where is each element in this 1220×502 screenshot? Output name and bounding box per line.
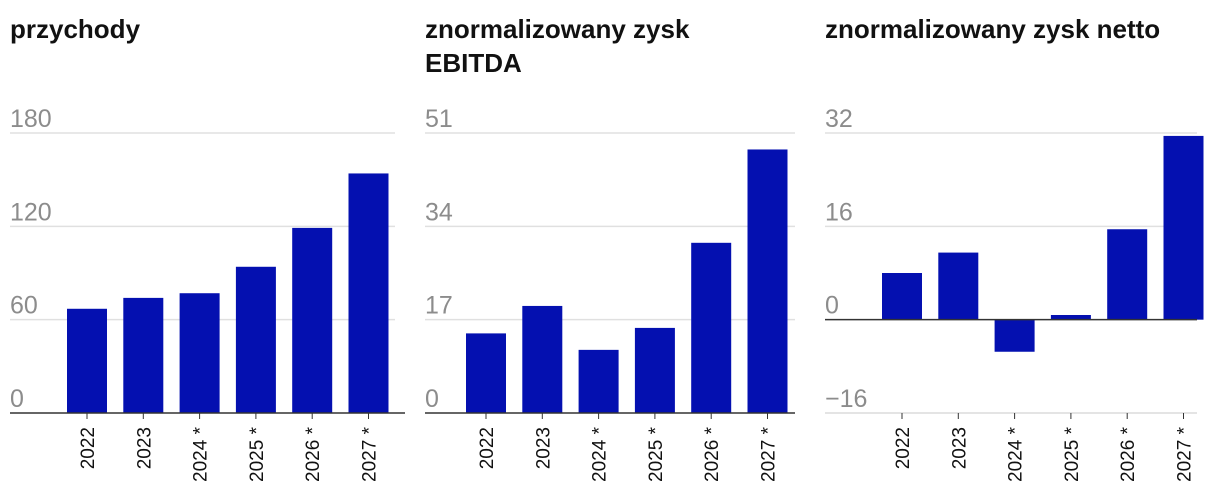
chart-title: przychody xyxy=(10,14,141,44)
x-tick-label: 2027 * xyxy=(360,426,381,482)
x-tick-label: 2023 xyxy=(949,427,970,469)
y-tick-label: −16 xyxy=(825,385,867,413)
bar xyxy=(67,308,107,413)
x-tick-label: 2023 xyxy=(134,427,155,469)
x-tick-label: 2022 xyxy=(78,427,99,469)
y-tick-label: 17 xyxy=(425,292,453,320)
x-tick-label: 2023 xyxy=(533,427,554,469)
chart-panel-net-profit: znormalizowany zysk netto −16 0 16 32 2022 20… xyxy=(825,0,1205,502)
x-tick-label: 2026 * xyxy=(303,426,324,482)
chart-panel-revenue: przychody 0 60 120 180 2022 2023 2024 * 2025 * 2… xyxy=(10,0,405,502)
x-tick-label: 2026 * xyxy=(1118,426,1139,482)
x-tick-label: 2022 xyxy=(893,427,914,469)
x-tick-label: 2024 * xyxy=(1006,426,1027,482)
bar xyxy=(1050,315,1091,320)
y-tick-label: 60 xyxy=(10,292,38,320)
bar xyxy=(179,293,220,413)
y-tick-label: 16 xyxy=(825,198,853,226)
x-tick-label: 2022 xyxy=(477,427,498,469)
bar xyxy=(292,227,333,413)
x-tick-label: 2027 * xyxy=(759,426,780,482)
bar xyxy=(634,327,675,413)
bar xyxy=(882,273,922,320)
y-tick-label: 34 xyxy=(425,198,453,226)
bar xyxy=(235,266,276,413)
y-tick-label: 0 xyxy=(825,292,839,320)
bar xyxy=(578,349,619,413)
bar xyxy=(938,252,979,320)
x-tick-label: 2024 * xyxy=(590,426,611,482)
y-tick-label: 120 xyxy=(10,198,52,226)
bar xyxy=(1107,229,1148,320)
x-tick-label: 2025 * xyxy=(1062,426,1083,482)
bar xyxy=(466,333,506,413)
bar xyxy=(123,297,164,413)
y-tick-label: 0 xyxy=(425,385,439,413)
bar xyxy=(691,242,732,413)
chart-title: znormalizowany zysk EBITDA xyxy=(425,14,690,78)
x-tick-label: 2027 * xyxy=(1175,426,1196,482)
x-tick-label: 2025 * xyxy=(646,426,667,482)
y-tick-label: 0 xyxy=(10,385,24,413)
x-tick-label: 2024 * xyxy=(191,426,212,482)
bar xyxy=(522,305,563,413)
bar xyxy=(1163,135,1204,320)
chart-svg: −16 0 16 32 2022 2023 2024 * 2025 * 2026 * 2027 * xyxy=(825,105,1204,482)
x-tick-label: 2026 * xyxy=(702,426,723,482)
bar xyxy=(994,319,1035,352)
y-tick-label: 32 xyxy=(825,105,853,133)
chart-title: znormalizowany zysk netto xyxy=(825,14,1161,44)
bar xyxy=(348,173,389,413)
y-tick-label: 180 xyxy=(10,105,52,133)
chart-panel-ebitda: znormalizowany zysk EBITDA 0 17 34 51 2022 20… xyxy=(425,0,800,502)
y-tick-label: 51 xyxy=(425,105,453,133)
bar xyxy=(747,149,788,413)
x-tick-label: 2025 * xyxy=(247,426,268,482)
chart-svg: 0 17 34 51 2022 2023 2024 * 2025 * 2026 * 2027 * xyxy=(425,105,795,482)
chart-svg: 0 60 120 180 2022 2023 2024 * 2025 * 2026 * 2027 … xyxy=(10,105,405,482)
